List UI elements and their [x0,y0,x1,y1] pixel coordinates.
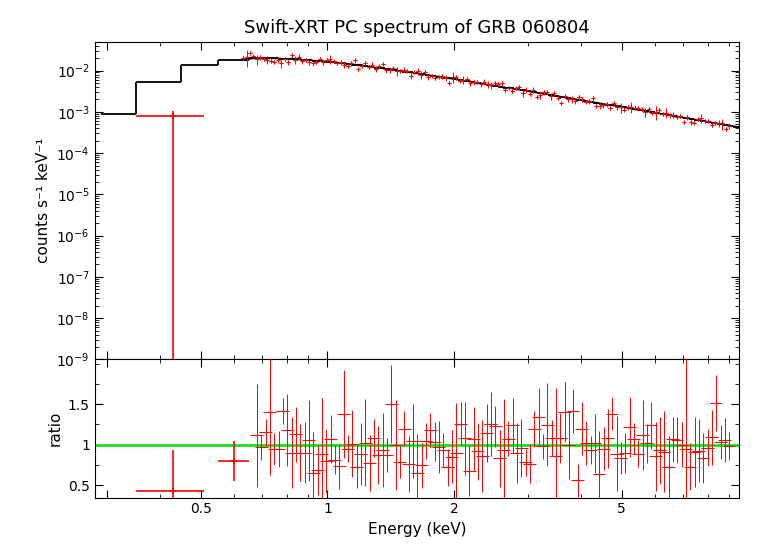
Y-axis label: ratio: ratio [47,411,62,446]
Y-axis label: counts s⁻¹ keV⁻¹: counts s⁻¹ keV⁻¹ [36,138,51,264]
Title: Swift-XRT PC spectrum of GRB 060804: Swift-XRT PC spectrum of GRB 060804 [244,19,590,37]
X-axis label: Energy (keV): Energy (keV) [368,522,466,537]
